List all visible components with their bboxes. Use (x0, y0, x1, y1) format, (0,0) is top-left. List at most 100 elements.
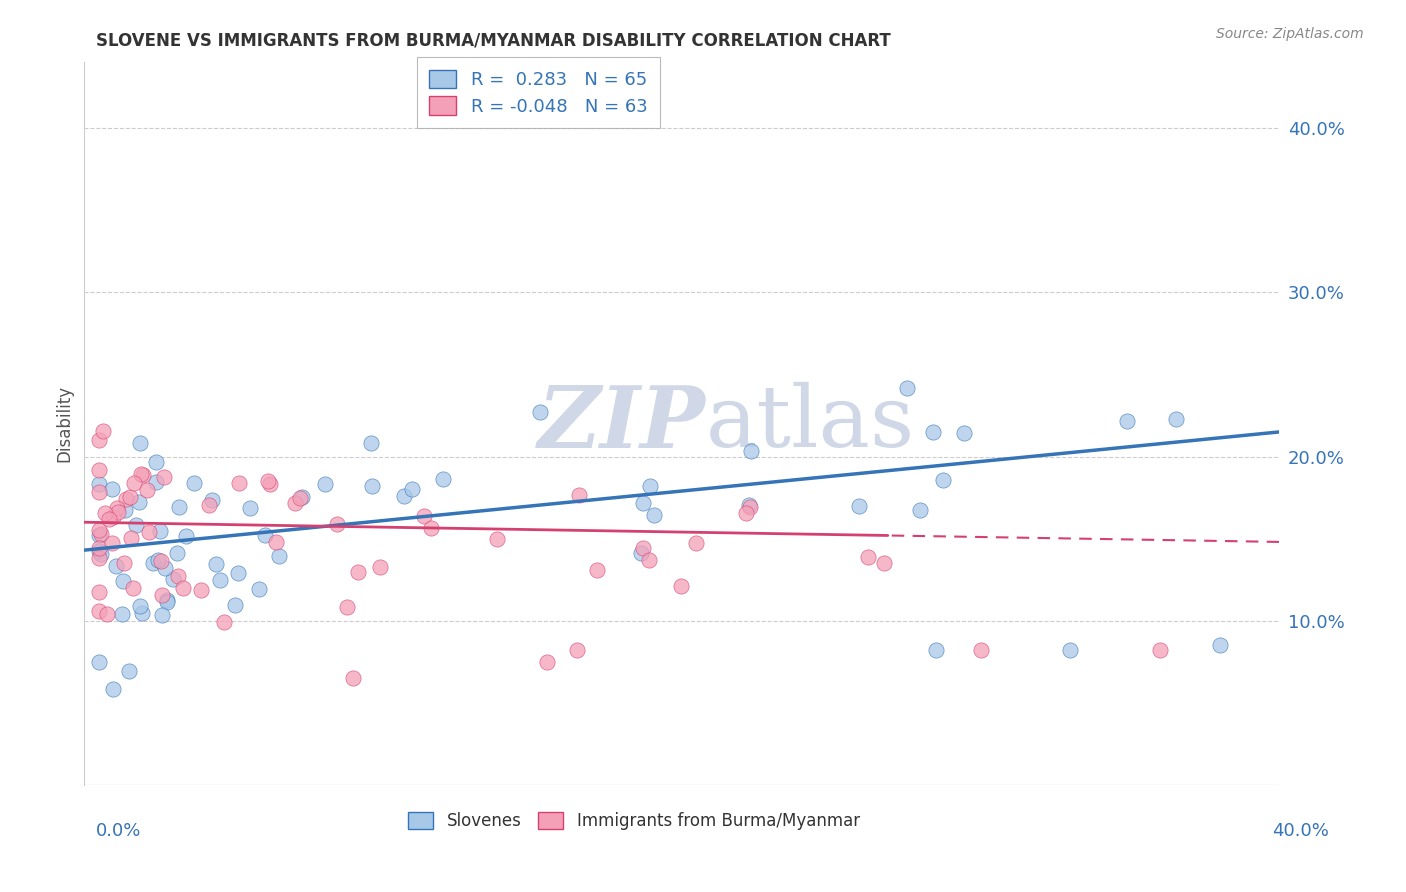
Point (150, 589, 173, 603)
Point (346, 566, 368, 580)
Point (485, 532, 508, 546)
Point (738, 498, 761, 512)
Point (873, 556, 896, 570)
Point (96, 607, 118, 621)
Point (669, 579, 692, 593)
Point (198, 499, 221, 513)
Point (89, 541, 111, 555)
Point (97, 512, 120, 526)
Point (685, 536, 707, 550)
Point (125, 517, 148, 532)
Point (89, 550, 111, 565)
Point (150, 554, 173, 568)
Point (288, 491, 311, 505)
Point (908, 503, 931, 517)
Point (111, 574, 134, 588)
Point (156, 593, 179, 607)
Point (360, 436, 382, 450)
Point (212, 615, 235, 629)
Point (100, 482, 122, 496)
Point (848, 499, 870, 513)
Point (932, 473, 955, 487)
Point (101, 681, 124, 696)
Point (153, 561, 176, 575)
Point (643, 508, 665, 522)
Point (247, 582, 270, 596)
Point (142, 557, 165, 571)
Legend: Slovenes, Immigrants from Burma/Myanmar: Slovenes, Immigrants from Burma/Myanmar (396, 800, 872, 842)
Point (314, 477, 336, 491)
Point (209, 574, 232, 588)
Point (101, 535, 124, 549)
Point (104, 559, 127, 574)
Point (89, 463, 111, 477)
Y-axis label: Disability: Disability (55, 385, 73, 462)
Point (145, 475, 167, 489)
Point (922, 425, 945, 439)
Point (129, 436, 152, 450)
Point (585, 563, 607, 577)
Point (1209, 639, 1232, 653)
Point (226, 566, 249, 581)
Point (568, 488, 591, 502)
Point (149, 524, 172, 539)
Point (169, 500, 191, 514)
Point (254, 528, 277, 542)
Point (120, 490, 142, 504)
Text: 40.0%: 40.0% (1272, 822, 1329, 840)
Point (925, 643, 948, 657)
Point (401, 482, 423, 496)
Point (172, 581, 194, 595)
Point (183, 476, 205, 491)
Point (107, 501, 129, 516)
Point (121, 581, 143, 595)
Point (89, 656, 111, 670)
Point (284, 495, 307, 509)
Point (128, 599, 150, 613)
Point (89, 604, 111, 618)
Point (131, 607, 153, 621)
Point (631, 541, 654, 555)
Point (326, 516, 349, 531)
Point (114, 503, 136, 517)
Point (201, 492, 224, 507)
Point (567, 643, 589, 657)
Text: 0.0%: 0.0% (96, 822, 141, 840)
Point (107, 505, 129, 519)
Point (529, 405, 551, 419)
Text: atlas: atlas (706, 382, 915, 466)
Point (412, 509, 434, 524)
Point (259, 477, 281, 491)
Point (90, 527, 112, 541)
Point (150, 607, 173, 622)
Point (342, 671, 364, 685)
Point (162, 572, 184, 586)
Point (637, 553, 659, 567)
Point (156, 595, 179, 609)
Point (1149, 643, 1171, 657)
Point (360, 478, 382, 492)
Point (94, 506, 117, 520)
Point (89, 477, 111, 491)
Point (145, 455, 167, 469)
Point (420, 521, 443, 535)
Point (89, 523, 111, 537)
Text: SLOVENE VS IMMIGRANTS FROM BURMA/MYANMAR DISABILITY CORRELATION CHART: SLOVENE VS IMMIGRANTS FROM BURMA/MYANMAR… (96, 31, 890, 49)
Point (89, 585, 111, 599)
Point (224, 599, 246, 613)
Point (631, 495, 654, 509)
Point (122, 476, 145, 491)
Point (89, 528, 111, 542)
Point (638, 479, 661, 493)
Point (89, 433, 111, 447)
Point (239, 501, 262, 516)
Point (146, 553, 169, 567)
Point (394, 490, 416, 504)
Point (115, 492, 138, 507)
Point (89, 544, 111, 558)
Point (112, 556, 135, 570)
Point (153, 470, 176, 484)
Point (1164, 411, 1187, 425)
Point (111, 607, 134, 622)
Point (336, 599, 359, 614)
